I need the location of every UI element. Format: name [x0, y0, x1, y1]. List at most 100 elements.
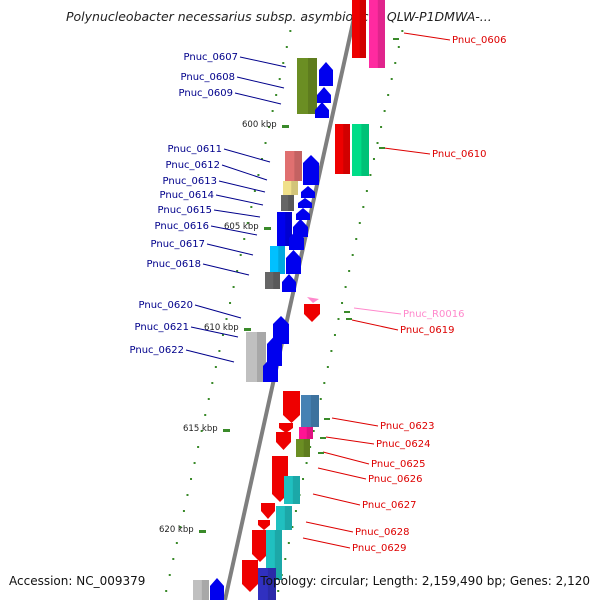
- gene-pnuc-0610b: [352, 124, 369, 176]
- leader-line-left: [185, 349, 235, 363]
- leader-line-right: [305, 521, 354, 533]
- guide-dot-left: [182, 510, 185, 512]
- guide-dot-left: [225, 318, 228, 320]
- gene-label-right: Pnuc_0629: [352, 543, 406, 554]
- gene-pnuc-0617a: [289, 230, 304, 250]
- gene-label-right: Pnuc_0628: [355, 527, 409, 538]
- guide-dot-right: [305, 462, 308, 464]
- gene-label-left: Pnuc_0612: [166, 160, 220, 171]
- guide-dot-left: [232, 286, 235, 288]
- leader-line-right: [403, 32, 451, 41]
- leader-line-right: [351, 319, 399, 331]
- scale-label: 605 kbp: [224, 222, 259, 232]
- gene-pnuc-0625: [276, 432, 291, 450]
- feature-tick: [324, 418, 330, 420]
- guide-dot-left: [175, 542, 178, 544]
- gene-label-left: Pnuc_0611: [168, 144, 222, 155]
- gene-pnuc-0629: [252, 530, 268, 562]
- guide-dot-left: [179, 526, 182, 528]
- map-title: Polynucleobacter necessarius subsp. asym…: [66, 9, 492, 24]
- guide-dot-right: [351, 254, 354, 256]
- guide-dot-right: [284, 558, 287, 560]
- gene-label-right: Pnuc_0606: [452, 35, 506, 46]
- guide-dot-right: [277, 590, 280, 592]
- guide-dot-left: [193, 462, 196, 464]
- guide-dot-left: [200, 430, 203, 432]
- gene-label-right: Pnuc_0610: [432, 149, 486, 160]
- gene-pnuc-0606b: [369, 0, 385, 68]
- scale-tick: [223, 429, 230, 432]
- guide-dot-left: [275, 94, 278, 96]
- gene-pnuc-0618-block: [265, 272, 280, 289]
- scale-label: 610 kbp: [204, 323, 239, 333]
- guide-dot-right: [287, 542, 290, 544]
- gene-label-left: Pnuc_0621: [135, 322, 189, 333]
- guide-dot-right: [337, 318, 340, 320]
- guide-dot-right: [372, 158, 375, 160]
- gene-feature-shade: [273, 272, 280, 289]
- guide-dot-left: [250, 206, 253, 208]
- gene-pnuc-0611: [303, 155, 319, 185]
- gene-label-right: Pnuc_0619: [400, 325, 454, 336]
- gene-label-right: Pnuc_0626: [368, 474, 422, 485]
- gene-label-right: Pnuc_0623: [380, 421, 434, 432]
- gene-feature-shade: [359, 0, 366, 58]
- gene-pnuc-0606: [352, 0, 366, 58]
- guide-dot-left: [239, 254, 242, 256]
- gene-bottom-blue: [210, 578, 224, 600]
- gene-feature-shade: [267, 568, 276, 600]
- guide-dot-right: [380, 126, 383, 128]
- gene-feature-shade: [306, 427, 313, 439]
- guide-dot-right: [365, 190, 368, 192]
- gene-feature-shade: [285, 212, 292, 246]
- leader-line-left: [206, 243, 254, 256]
- feature-tick: [346, 318, 352, 320]
- gene-pnuc-0615: [296, 208, 310, 220]
- scale-label: 600 kbp: [242, 120, 277, 130]
- gene-label-left: Pnuc_0609: [179, 88, 233, 99]
- guide-dot-right: [401, 30, 404, 32]
- gene-pnuc-0624-block: [299, 427, 313, 439]
- guide-dot-left: [204, 414, 207, 416]
- guide-dot-right: [323, 382, 326, 384]
- gene-feature-shade: [377, 0, 385, 68]
- leader-line-right: [325, 436, 375, 445]
- gene-label-right: Pnuc_0625: [371, 459, 425, 470]
- leader-line-right: [353, 307, 402, 315]
- gene-pnuc-0622-block: [246, 332, 266, 382]
- guide-dot-right: [348, 270, 351, 272]
- guide-dot-left: [165, 590, 168, 592]
- leader-line-right: [322, 451, 370, 465]
- gene-feature-shade: [361, 124, 369, 176]
- guide-dot-left: [243, 238, 246, 240]
- feature-tick: [379, 147, 385, 149]
- guide-dot-left: [285, 46, 288, 48]
- gene-pnuc-0617: [286, 250, 301, 274]
- gene-label-left: Pnuc_0608: [181, 72, 235, 83]
- gene-feature-shade: [284, 506, 292, 530]
- genome-backbone: [223, 0, 360, 600]
- guide-dot-right: [383, 110, 386, 112]
- guide-dot-right: [344, 286, 347, 288]
- gene-pnuc-0614-block: [281, 195, 294, 211]
- guide-dot-right: [319, 398, 322, 400]
- gene-bottom-navy: [258, 568, 276, 600]
- guide-dot-right: [333, 334, 336, 336]
- feature-tick: [318, 452, 324, 454]
- leader-line-left: [221, 164, 268, 181]
- gene-pnuc-0607-block: [297, 58, 317, 114]
- guide-dot-left: [264, 142, 267, 144]
- scale-label: 620 kbp: [159, 525, 194, 535]
- leader-line-right: [312, 493, 361, 506]
- leader-line-left: [213, 209, 261, 218]
- gene-pnuc-0620: [273, 316, 289, 344]
- gene-pnuc-0623: [283, 391, 300, 423]
- gene-feature-shade: [274, 530, 282, 580]
- leader-line-left: [239, 56, 287, 68]
- gene-pnuc-0613: [301, 186, 315, 198]
- leader-line-left: [194, 304, 242, 319]
- gene-label-left: Pnuc_0615: [158, 205, 212, 216]
- guide-dot-right: [326, 366, 329, 368]
